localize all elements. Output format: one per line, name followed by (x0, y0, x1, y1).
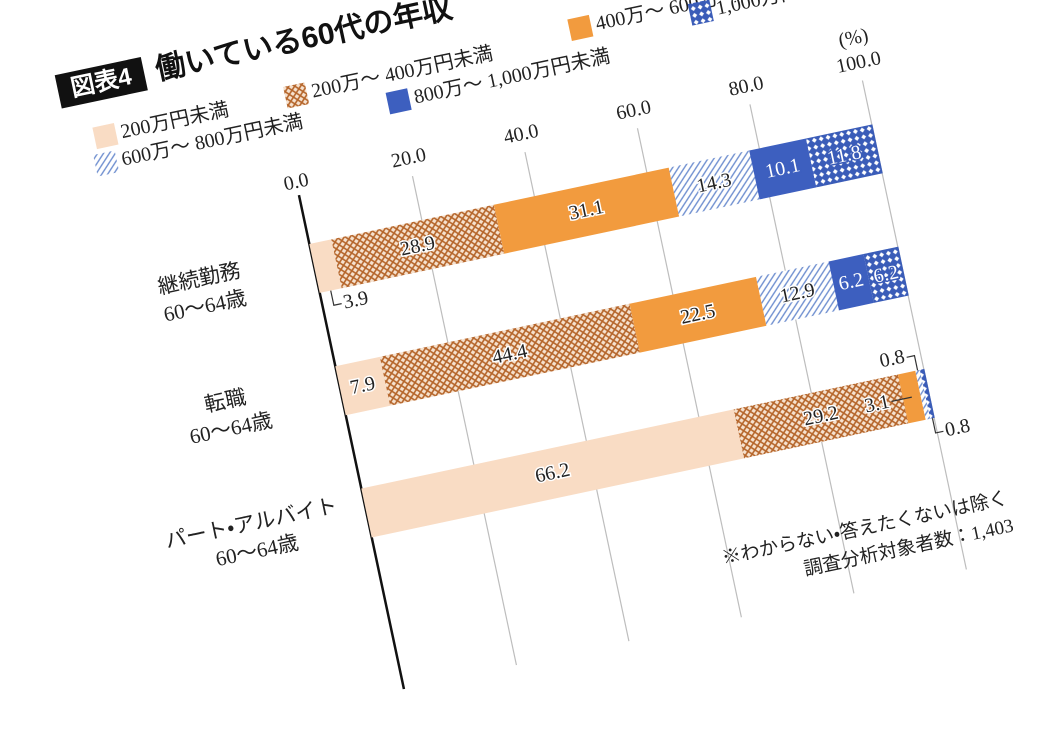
x-tick-label: 20.0 (389, 144, 428, 173)
leader-line (330, 290, 342, 306)
data-label: 3.1 (863, 391, 892, 418)
bar-segment (828, 254, 874, 311)
bar-segment (919, 368, 935, 419)
bar-segment (379, 303, 640, 406)
bar-segment (863, 246, 909, 303)
legend-swatch (93, 150, 120, 177)
legend-swatch (92, 123, 119, 150)
bar-segment (749, 138, 817, 200)
data-label: 6.2 (872, 261, 901, 288)
leader-line (931, 418, 944, 434)
badge: 図表4 (68, 63, 134, 102)
leader-line (906, 354, 919, 371)
bar-segment (915, 369, 931, 420)
leader-line (891, 396, 912, 403)
legend-swatch (385, 88, 412, 115)
bar-segment (361, 409, 745, 538)
x-tick-label: 0.0 (282, 169, 311, 196)
data-label: 0.8 (878, 346, 907, 373)
unit-label: (%) (836, 24, 870, 52)
bar-segment (331, 204, 505, 289)
legend-swatch (567, 14, 594, 41)
badge-box (54, 56, 148, 109)
data-label: 7.9 (348, 372, 377, 399)
legend-label: 1,000万円以上 (714, 0, 841, 20)
legend-swatch (283, 82, 310, 109)
x-tick-label: 60.0 (614, 96, 653, 125)
bar-segment (668, 150, 760, 217)
x-tick-label: 80.0 (727, 72, 766, 101)
bar-segment (756, 261, 839, 326)
page: 図表4 働いている60代の年収 (%) 0.0 20.0 40.0 60.0 80.0 1… (54, 0, 1016, 690)
bar-segment (309, 239, 342, 293)
bar-segment (805, 124, 883, 188)
bar-segment (629, 276, 767, 353)
x-tick-label: 40.0 (502, 120, 541, 149)
bar-segment (733, 374, 909, 459)
data-label: 0.8 (943, 415, 972, 442)
bar-segment (335, 356, 391, 416)
bar-segment (493, 167, 680, 254)
data-label: 3.9 (341, 287, 370, 314)
legend-swatch (687, 0, 714, 26)
